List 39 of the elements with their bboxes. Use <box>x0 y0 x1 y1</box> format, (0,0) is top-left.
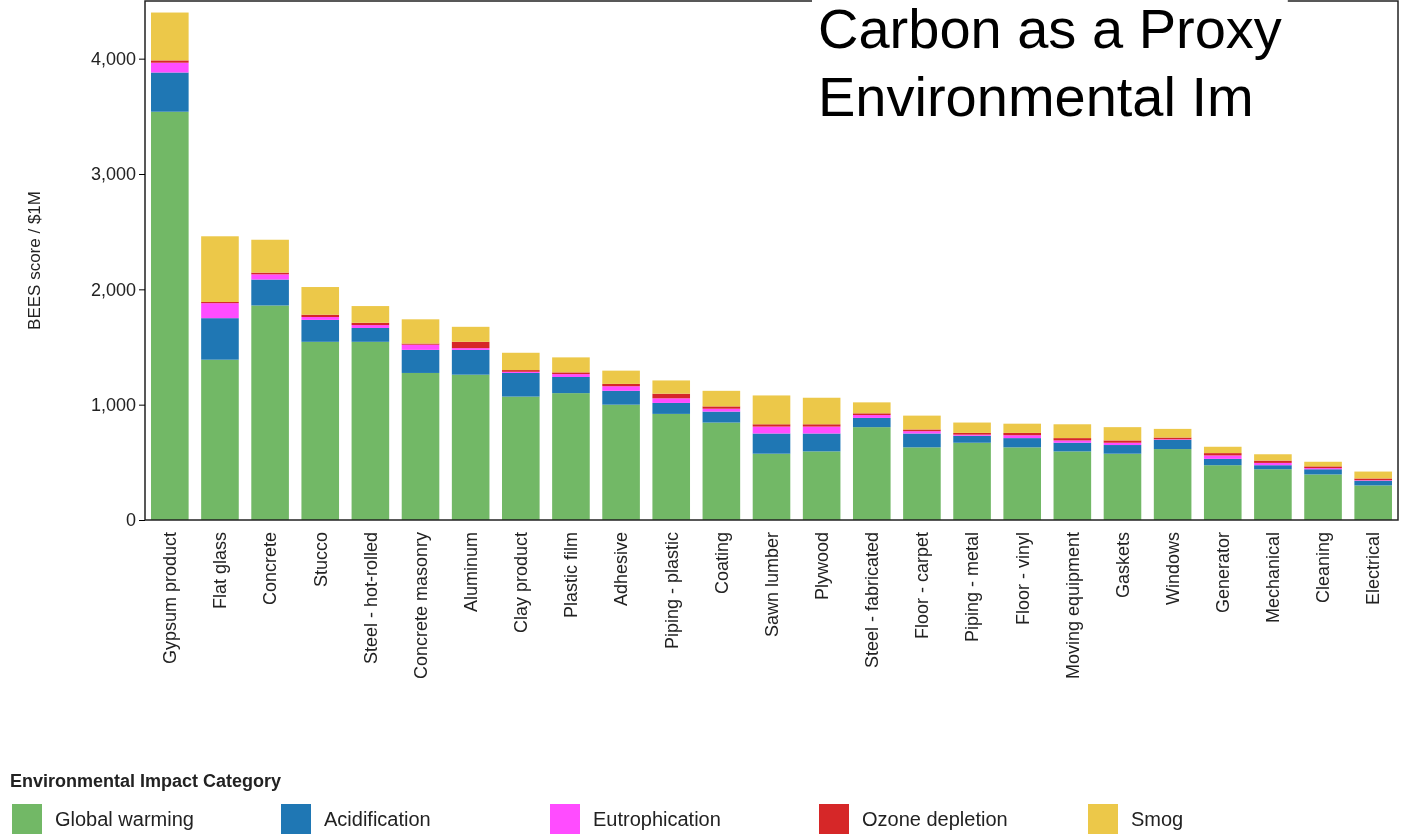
y-tick-label: 4,000 <box>90 48 136 69</box>
x-tick-label: Steel - fabricated <box>862 532 883 669</box>
y-tick-label: 2,000 <box>90 279 136 300</box>
x-tick-label: Aluminum <box>460 532 481 613</box>
y-axis-title: BEES score / $1M <box>25 191 44 330</box>
x-tick-label: Adhesive <box>611 532 632 607</box>
y-tick-label: 1,000 <box>90 394 136 415</box>
legend-label: Eutrophication <box>593 808 721 830</box>
legend-label: Smog <box>1131 808 1184 830</box>
chart-title: Carbon as a Proxy <box>818 0 1282 60</box>
x-tick-label: Concrete masonry <box>410 532 431 680</box>
x-tick-label: Cleaning <box>1313 532 1334 604</box>
x-tick-label: Moving equipment <box>1062 532 1083 680</box>
x-tick-label: Piping - metal <box>962 532 983 643</box>
x-tick-label: Flat glass <box>210 532 231 610</box>
x-tick-label: Stucco <box>310 532 331 588</box>
x-tick-label: Sawn lumber <box>761 531 782 638</box>
x-tick-label: Gypsum product <box>160 532 181 665</box>
x-tick-label: Plastic film <box>561 532 582 619</box>
x-tick-label: Floor - carpet <box>912 532 933 640</box>
x-tick-label: Piping - plastic <box>661 532 682 650</box>
x-tick-label: Concrete <box>260 532 281 606</box>
legend-label: Global warming <box>55 808 194 830</box>
x-tick-label: Mechanical <box>1263 532 1284 624</box>
x-tick-label: Coating <box>711 532 732 595</box>
x-tick-label: Steel - hot-rolled <box>360 532 381 665</box>
x-tick-label: Generator <box>1213 532 1234 614</box>
legend-title: Environmental Impact Category <box>10 771 282 791</box>
x-tick-label: Floor - vinyl <box>1012 532 1033 626</box>
x-tick-label: Gaskets <box>1112 532 1133 599</box>
y-tick-label: 3,000 <box>90 164 136 185</box>
y-tick-label: 0 <box>125 510 136 531</box>
legend-label: Acidification <box>324 808 431 830</box>
x-tick-label: Clay product <box>511 532 532 634</box>
x-tick-label: Windows <box>1162 532 1183 606</box>
text: Environmental Im <box>818 65 1254 128</box>
x-tick-label: Electrical <box>1363 532 1384 606</box>
x-tick-label: Plywood <box>811 532 832 601</box>
legend-label: Ozone depletion <box>862 808 1008 830</box>
